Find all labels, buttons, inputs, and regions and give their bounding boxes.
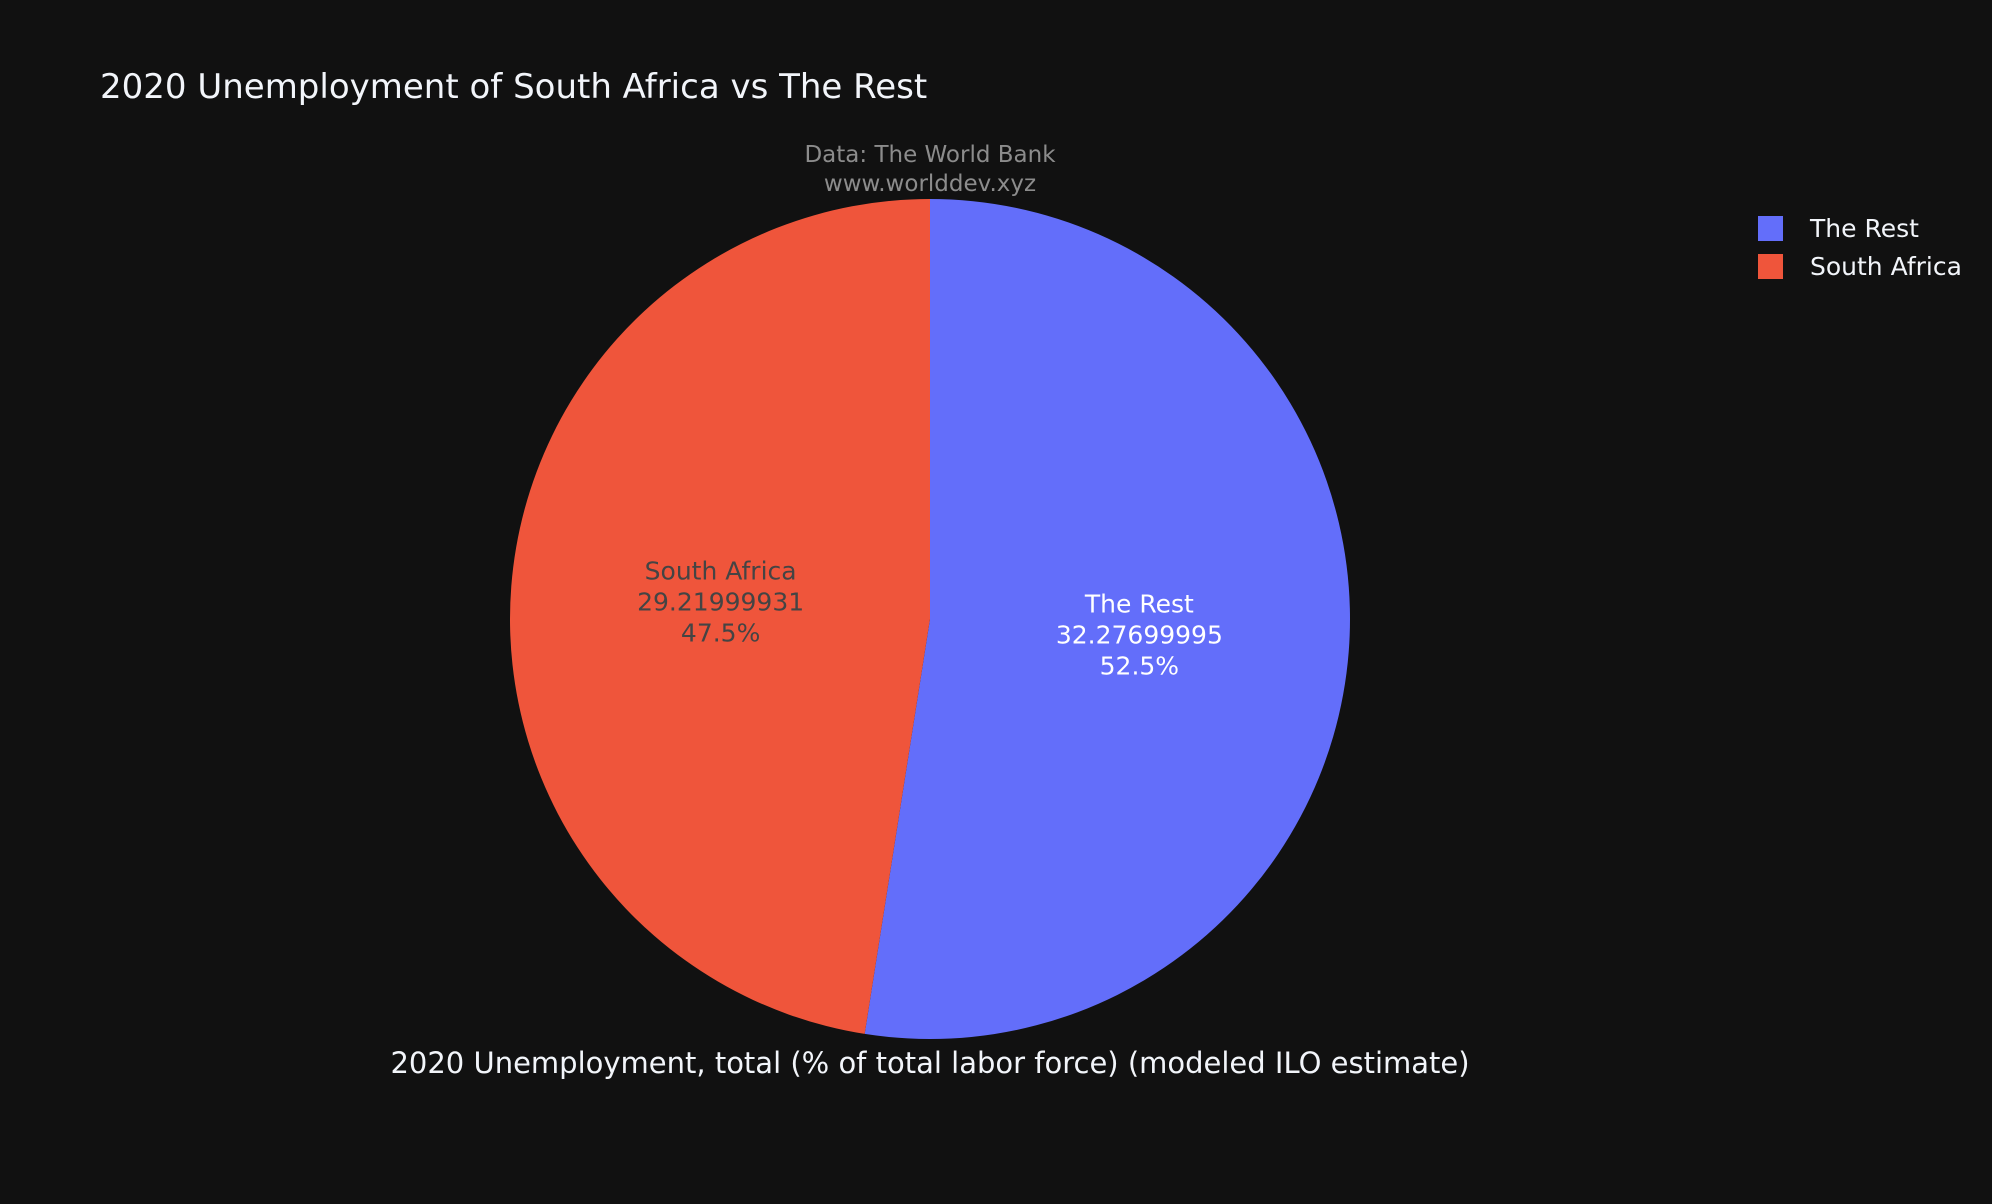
x-axis-label: 2020 Unemployment, total (% of total lab…: [390, 1046, 1469, 1080]
pie-slices: [509, 199, 1350, 1039]
legend-item-the-rest[interactable]: The Rest: [1758, 214, 1919, 243]
legend-label: The Rest: [1809, 214, 1919, 243]
pie-slice-the-rest[interactable]: [864, 199, 1350, 1039]
pie-slice-south-africa[interactable]: [509, 199, 930, 1034]
source-annotation: Data: The World Bank: [804, 142, 1056, 168]
legend-swatch: [1758, 254, 1783, 279]
chart-title: 2020 Unemployment of South Africa vs The…: [100, 67, 927, 107]
legend-label: South Africa: [1810, 252, 1962, 281]
slice-value-text: 32.27699995: [1056, 620, 1223, 649]
slice-value-text: 29.21999931: [637, 588, 804, 617]
legend-swatch: [1758, 216, 1783, 241]
legend-item-south-africa[interactable]: South Africa: [1758, 252, 1962, 281]
legend[interactable]: The Rest South Africa: [1758, 214, 1962, 281]
slice-label-text: The Rest: [1084, 589, 1194, 618]
website-annotation: www.worlddev.xyz: [824, 171, 1036, 197]
slice-percent-text: 47.5%: [681, 619, 760, 648]
slice-label-text: South Africa: [645, 557, 797, 586]
slice-percent-text: 52.5%: [1100, 651, 1179, 680]
